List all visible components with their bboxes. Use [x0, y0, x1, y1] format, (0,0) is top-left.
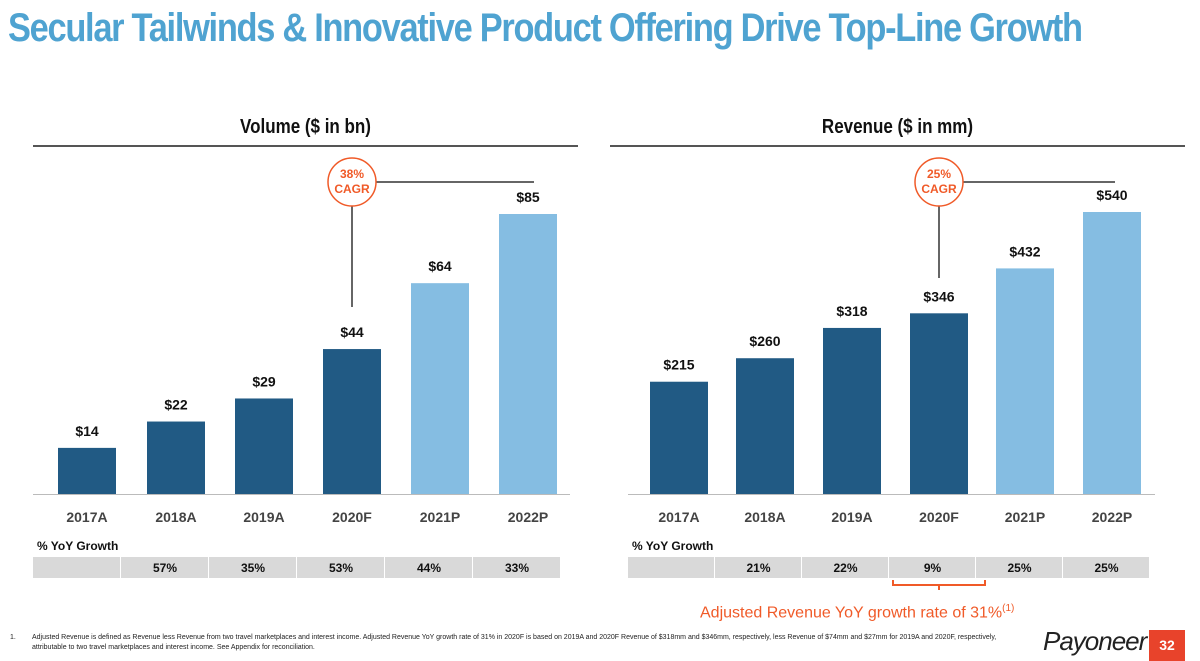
- volume-growth-cell: [473, 557, 560, 578]
- volume-growth-value: 44%: [417, 561, 441, 575]
- revenue-bar-2017A: [650, 381, 708, 494]
- revenue-tick-label: 2022P: [1092, 509, 1132, 525]
- revenue-tick-label: 2019A: [831, 509, 872, 525]
- volume-growth-cell: [385, 557, 472, 578]
- volume-data-label: $85: [516, 189, 540, 205]
- revenue-data-label: $260: [749, 333, 780, 349]
- divider: [610, 145, 1185, 147]
- page-title: Secular Tailwinds & Innovative Product O…: [8, 6, 1083, 50]
- volume-growth-value: 33%: [505, 561, 529, 575]
- revenue-bar-2021P: [996, 268, 1054, 494]
- revenue-data-label: $540: [1096, 187, 1127, 203]
- volume-bar-2022P: [499, 214, 557, 494]
- volume-cagr-text: CAGR: [334, 182, 370, 196]
- volume-tick-label: 2022P: [508, 509, 548, 525]
- volume-tick-label: 2018A: [155, 509, 196, 525]
- revenue-growth-cell: [802, 557, 888, 578]
- volume-bar-2019A: [235, 398, 293, 494]
- volume-data-label: $29: [252, 373, 276, 389]
- volume-cagr-value: 38%: [340, 167, 364, 181]
- volume-bar-2021P: [411, 283, 469, 494]
- revenue-bar-2018A: [736, 358, 794, 494]
- revenue-data-label: $215: [663, 357, 694, 373]
- page-number: 32: [1149, 630, 1185, 661]
- revenue-growth-value: 25%: [1094, 561, 1118, 575]
- payoneer-logo: Payoneer: [1043, 626, 1147, 656]
- revenue-tick-label: 2020F: [919, 509, 959, 525]
- revenue-growth-value: 25%: [1007, 561, 1031, 575]
- volume-tick-label: 2019A: [243, 509, 284, 525]
- revenue-growth-value: 21%: [746, 561, 770, 575]
- volume-data-label: $22: [164, 397, 188, 413]
- volume-chart-title: Volume ($ in bn): [240, 116, 371, 138]
- revenue-chart-title: Revenue ($ in mm): [821, 116, 974, 138]
- divider: [33, 145, 578, 147]
- revenue-growth-value: 9%: [924, 561, 942, 575]
- volume-cagr-circle: [327, 157, 377, 207]
- adjusted-note-sup: (1): [1002, 603, 1015, 614]
- volume-data-label: $14: [75, 423, 99, 439]
- revenue-bar-2020F: [910, 313, 968, 494]
- revenue-tick-label: 2021P: [1005, 509, 1045, 525]
- volume-growth-cell: [209, 557, 296, 578]
- volume-tick-label: 2021P: [420, 509, 460, 525]
- revenue-growth-cell: [976, 557, 1062, 578]
- volume-bar-2020F: [323, 349, 381, 494]
- revenue-data-label: $346: [923, 288, 954, 304]
- volume-bar-2017A: [58, 447, 116, 494]
- footnote-number: 1.: [10, 634, 16, 641]
- revenue-growth-label: % YoY Growth: [632, 539, 713, 553]
- volume-growth-label: % YoY Growth: [37, 539, 118, 553]
- revenue-bar-2019A: [823, 327, 881, 494]
- footnote: 1. Adjusted Revenue is defined as Revenu…: [10, 633, 1010, 653]
- volume-growth-cell: [33, 557, 120, 578]
- revenue-tick-label: 2018A: [744, 509, 785, 525]
- adjusted-note-text: Adjusted Revenue YoY growth rate of 31%: [700, 604, 1003, 622]
- volume-growth-cell: [121, 557, 208, 578]
- volume-data-label: $64: [428, 258, 452, 274]
- volume-growth-value: 57%: [153, 561, 177, 575]
- adjusted-revenue-note: Adjusted Revenue YoY growth rate of 31%(…: [700, 603, 1014, 622]
- revenue-growth-cell: [1063, 557, 1149, 578]
- volume-data-label: $44: [340, 324, 364, 340]
- volume-growth-value: 53%: [329, 561, 353, 575]
- revenue-growth-cell: [628, 557, 714, 578]
- revenue-bar-2022P: [1083, 212, 1141, 494]
- volume-growth-cell: [297, 557, 384, 578]
- volume-bar-2018A: [147, 421, 205, 494]
- revenue-growth-cell: [715, 557, 801, 578]
- revenue-growth-value: 22%: [833, 561, 857, 575]
- revenue-data-label: $318: [836, 303, 867, 319]
- revenue-tick-label: 2017A: [658, 509, 699, 525]
- volume-tick-label: 2017A: [66, 509, 107, 525]
- revenue-cagr-text: CAGR: [921, 182, 957, 196]
- volume-growth-value: 35%: [241, 561, 265, 575]
- adjusted-bracket: [892, 580, 986, 590]
- revenue-growth-cell: [889, 557, 975, 578]
- footnote-text: Adjusted Revenue is defined as Revenue l…: [32, 634, 997, 651]
- revenue-data-label: $432: [1009, 243, 1040, 259]
- volume-tick-label: 2020F: [332, 509, 372, 525]
- revenue-cagr-value: 25%: [927, 167, 951, 181]
- revenue-cagr-circle: [914, 157, 964, 207]
